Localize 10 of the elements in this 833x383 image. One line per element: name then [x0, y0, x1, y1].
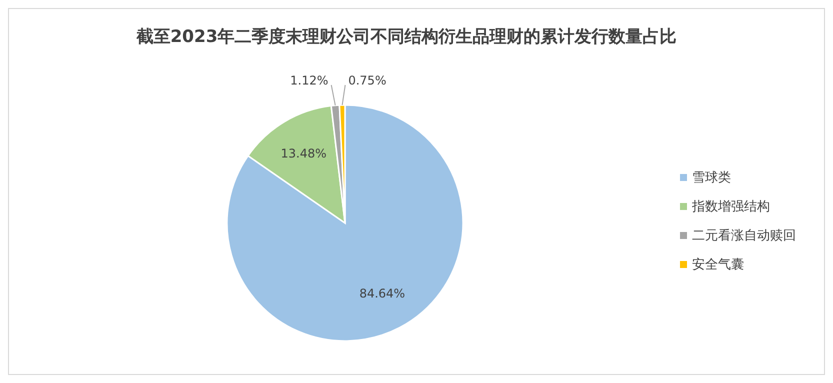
legend-label: 二元看涨自动赎回 — [692, 228, 796, 244]
chart-title: 截至2023年二季度末理财公司不同结构衍生品理财的累计发行数量占比 — [135, 27, 677, 47]
legend-label: 安全气囊 — [692, 256, 744, 273]
legend-label: 指数增强结构 — [691, 200, 770, 215]
data-label: 84.64% — [359, 286, 406, 300]
data-label: 1.12% — [290, 73, 328, 88]
data-label: 0.75% — [348, 73, 386, 88]
data-label: 13.48% — [280, 146, 327, 160]
pie-slice — [226, 104, 464, 342]
legend-label: 雪球类 — [692, 170, 731, 186]
